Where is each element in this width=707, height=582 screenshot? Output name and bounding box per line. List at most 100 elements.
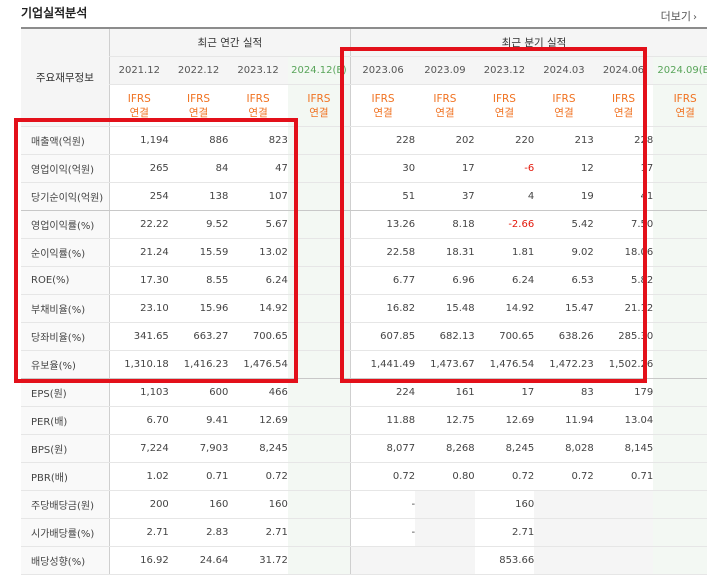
annual-value-cell: 341.65 bbox=[108, 322, 169, 351]
quarter-value-cell: 22.58 bbox=[349, 238, 416, 267]
annual-value-cell: 5.67 bbox=[228, 210, 288, 239]
annual-value-cell: 16.92 bbox=[108, 546, 169, 575]
annual-value-cell bbox=[287, 518, 351, 547]
annual-value-cell: 15.59 bbox=[168, 238, 229, 267]
more-link[interactable]: 더보기 › bbox=[661, 8, 697, 24]
annual-value-cell: 1,416.23 bbox=[168, 350, 229, 379]
table-row: 당좌비율(%) 341.65 663.27 700.65 607.85 682.13 700… bbox=[21, 322, 707, 351]
table-row: 배당성향(%) 16.92 24.64 31.72 853.66 bbox=[21, 546, 707, 575]
quarter-value-cell: 1,502.26 bbox=[593, 350, 654, 379]
annual-value-cell: 15.96 bbox=[168, 294, 229, 323]
basis-cell: IFRS 연결 bbox=[228, 84, 288, 127]
basis-scope: 연결 bbox=[613, 106, 634, 119]
quarter-value-cell bbox=[415, 518, 475, 547]
quarter-value-cell: 220 bbox=[474, 126, 535, 155]
quarter-value-cell: 202 bbox=[415, 126, 475, 155]
quarter-value-cell: 12 bbox=[534, 154, 594, 183]
quarter-value-cell: 6.77 bbox=[349, 266, 416, 295]
quarter-value-cell: 15.48 bbox=[415, 294, 475, 323]
annual-value-cell: 0.71 bbox=[168, 462, 229, 491]
annual-value-cell: 9.52 bbox=[168, 210, 229, 239]
basis-header-row: IFRS 연결 IFRS 연결 IFRS 연결 IFRS 연결 IFRS 연결 IFRS 연결 IFRS… bbox=[21, 84, 707, 127]
quarter-value-cell: 1,476.54 bbox=[474, 350, 535, 379]
quarter-value-cell bbox=[653, 322, 707, 351]
basis-standard: IFRS bbox=[307, 92, 331, 105]
quarter-value-cell: 853.66 bbox=[474, 546, 535, 575]
annual-value-cell: 31.72 bbox=[228, 546, 288, 575]
row-label: 영업이익률(%) bbox=[21, 210, 110, 239]
quarter-value-cell: 12.75 bbox=[415, 406, 475, 435]
basis-standard: IFRS bbox=[552, 92, 576, 105]
quarter-value-cell: 8,245 bbox=[474, 434, 535, 463]
quarter-value-cell bbox=[653, 154, 707, 183]
period-header: 2023.09 bbox=[415, 56, 475, 85]
quarter-value-cell bbox=[415, 490, 475, 519]
table-row: BPS(원) 7,224 7,903 8,245 8,077 8,268 8,245 8,02… bbox=[21, 434, 707, 463]
row-label: PBR(배) bbox=[21, 462, 110, 491]
financial-summary-table: 주요재무정보 최근 연간 실적 최근 분기 실적 2021.12 2022.12 2023… bbox=[21, 29, 707, 575]
quarter-value-cell bbox=[593, 546, 654, 575]
annual-value-cell: 254 bbox=[108, 182, 169, 211]
quarter-value-cell: 2.71 bbox=[474, 518, 535, 547]
table-row: EPS(원) 1,103 600 466 224 161 17 83 179 bbox=[21, 378, 707, 407]
quarter-value-cell: 16.82 bbox=[349, 294, 416, 323]
annual-value-cell: 1.02 bbox=[108, 462, 169, 491]
quarter-value-cell: 15.47 bbox=[534, 294, 594, 323]
period-header: 2023.12 bbox=[474, 56, 535, 85]
annual-value-cell bbox=[287, 154, 351, 183]
quarter-value-cell bbox=[534, 490, 594, 519]
quarter-value-cell: -6 bbox=[474, 154, 535, 183]
annual-value-cell: 1,103 bbox=[108, 378, 169, 407]
quarter-value-cell bbox=[593, 518, 654, 547]
quarter-value-cell: 17 bbox=[415, 154, 475, 183]
quarter-value-cell: 30 bbox=[349, 154, 416, 183]
quarter-value-cell: 607.85 bbox=[349, 322, 416, 351]
quarter-value-cell: 11.94 bbox=[534, 406, 594, 435]
row-label: 당기순이익(억원) bbox=[21, 182, 110, 211]
row-label: 시가배당률(%) bbox=[21, 518, 110, 547]
row-header-label: 주요재무정보 bbox=[21, 29, 110, 127]
quarter-value-cell bbox=[653, 378, 707, 407]
annual-value-cell: 17.30 bbox=[108, 266, 169, 295]
quarter-value-cell: - bbox=[349, 518, 416, 547]
table-row: PBR(배) 1.02 0.71 0.72 0.72 0.80 0.72 0.72 0.71 bbox=[21, 462, 707, 491]
annual-value-cell: 8.55 bbox=[168, 266, 229, 295]
quarter-value-cell: 17 bbox=[593, 154, 654, 183]
quarter-value-cell bbox=[653, 350, 707, 379]
annual-value-cell: 0.72 bbox=[228, 462, 288, 491]
basis-scope: 연결 bbox=[129, 106, 149, 119]
table-row: 부채비율(%) 23.10 15.96 14.92 16.82 15.48 14.92 15.… bbox=[21, 294, 707, 323]
basis-standard: IFRS bbox=[433, 92, 457, 105]
basis-standard: IFRS bbox=[246, 92, 270, 105]
quarter-value-cell: 4 bbox=[474, 182, 535, 211]
annual-value-cell: 8,245 bbox=[228, 434, 288, 463]
basis-scope: 연결 bbox=[373, 106, 393, 119]
quarter-value-cell: 0.72 bbox=[534, 462, 594, 491]
quarter-value-cell: 5.42 bbox=[534, 210, 594, 239]
table-row: 영업이익(억원) 265 84 47 30 17 -6 12 17 bbox=[21, 154, 707, 183]
quarter-value-cell: 1,473.67 bbox=[415, 350, 475, 379]
annual-value-cell: 700.65 bbox=[228, 322, 288, 351]
row-label: 영업이익(억원) bbox=[21, 154, 110, 183]
quarter-value-cell: 9.02 bbox=[534, 238, 594, 267]
annual-value-cell: 12.69 bbox=[228, 406, 288, 435]
basis-standard: IFRS bbox=[611, 92, 636, 105]
annual-value-cell: 9.41 bbox=[168, 406, 229, 435]
quarter-value-cell: 8,077 bbox=[349, 434, 416, 463]
period-header: 2024.03 bbox=[534, 56, 594, 85]
annual-value-cell bbox=[287, 546, 351, 575]
annual-value-cell: 600 bbox=[168, 378, 229, 407]
basis-standard: IFRS bbox=[187, 92, 211, 105]
basis-cell: IFRS 연결 bbox=[287, 84, 351, 127]
quarter-value-cell bbox=[653, 210, 707, 239]
quarter-value-cell: 8,145 bbox=[593, 434, 654, 463]
annual-value-cell: 886 bbox=[168, 126, 229, 155]
period-header: 2024.12(E) bbox=[287, 56, 351, 85]
quarter-value-cell bbox=[653, 126, 707, 155]
quarter-value-cell: 14.92 bbox=[474, 294, 535, 323]
quarter-value-cell: 285.30 bbox=[593, 322, 654, 351]
table-row: PER(배) 6.70 9.41 12.69 11.88 12.75 12.69 11.94 1… bbox=[21, 406, 707, 435]
chevron-right-icon: › bbox=[693, 12, 697, 23]
annual-value-cell bbox=[287, 406, 351, 435]
annual-value-cell: 160 bbox=[228, 490, 288, 519]
